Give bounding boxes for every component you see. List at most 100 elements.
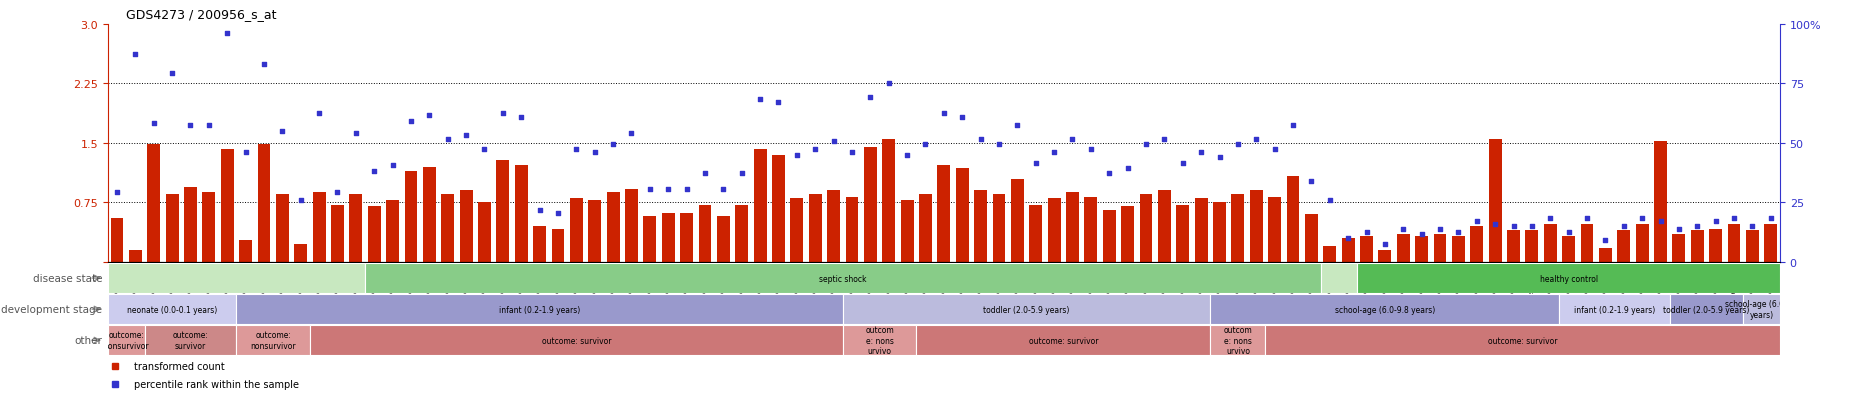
Bar xyxy=(1209,325,1265,355)
Text: healthy control: healthy control xyxy=(1539,274,1597,283)
Bar xyxy=(845,197,858,262)
Point xyxy=(1627,216,1656,222)
Text: toddler (2.0-5.9 years): toddler (2.0-5.9 years) xyxy=(982,305,1070,314)
Text: development stage: development stage xyxy=(2,304,102,314)
Bar xyxy=(843,294,1209,324)
Bar xyxy=(236,294,843,324)
Point xyxy=(1333,235,1363,242)
Bar xyxy=(1304,215,1317,262)
Point xyxy=(561,147,591,153)
Point xyxy=(1019,160,1049,166)
Point xyxy=(1608,223,1638,230)
Point xyxy=(1369,242,1398,248)
Bar xyxy=(808,195,821,262)
Point xyxy=(507,115,537,121)
Point xyxy=(524,207,553,214)
Point xyxy=(176,123,206,129)
Bar xyxy=(1415,236,1428,262)
Bar xyxy=(607,192,618,262)
Bar xyxy=(1231,195,1244,262)
Text: GDS4273 / 200956_s_at: GDS4273 / 200956_s_at xyxy=(126,8,277,21)
Point xyxy=(763,99,793,106)
Bar xyxy=(1285,177,1298,262)
Point xyxy=(1499,223,1528,230)
Point xyxy=(1003,123,1032,129)
Bar xyxy=(1357,263,1779,293)
Point xyxy=(1645,218,1675,224)
Point xyxy=(139,121,169,127)
Point xyxy=(891,152,921,159)
Bar xyxy=(312,192,325,262)
Point xyxy=(1057,136,1086,143)
Point xyxy=(1240,136,1270,143)
Bar xyxy=(864,147,877,262)
Point xyxy=(212,31,241,38)
Bar xyxy=(165,195,178,262)
Text: toddler (2.0-5.9 years): toddler (2.0-5.9 years) xyxy=(1662,305,1749,314)
Text: outcom
e: nons
urvivo: outcom e: nons urvivo xyxy=(865,325,893,355)
Point xyxy=(1222,142,1252,148)
Bar xyxy=(826,191,839,262)
Text: school-age (6.0-9.8 years): school-age (6.0-9.8 years) xyxy=(1333,305,1434,314)
Point xyxy=(230,150,260,157)
Point xyxy=(542,210,572,216)
Point xyxy=(1296,178,1326,185)
Bar xyxy=(1690,230,1703,262)
Bar xyxy=(661,213,674,262)
Point xyxy=(377,162,407,169)
Point xyxy=(305,110,334,117)
Bar xyxy=(789,199,802,262)
Text: school-age (6.0-9.8
years): school-age (6.0-9.8 years) xyxy=(1723,300,1798,319)
Bar xyxy=(552,229,565,262)
Point xyxy=(1461,218,1491,224)
Point xyxy=(451,132,481,139)
Bar xyxy=(386,201,399,262)
Point xyxy=(1443,229,1473,235)
Bar xyxy=(1634,224,1647,262)
Bar xyxy=(459,191,472,262)
Point xyxy=(1203,154,1233,161)
Point xyxy=(470,147,500,153)
Point xyxy=(102,189,132,196)
Point xyxy=(1515,223,1545,230)
Bar xyxy=(589,201,602,262)
Point xyxy=(579,150,609,157)
Bar xyxy=(349,195,362,262)
Bar xyxy=(1194,199,1207,262)
Point xyxy=(1590,237,1619,243)
Bar xyxy=(310,325,843,355)
Bar xyxy=(202,192,215,262)
Bar xyxy=(423,167,436,262)
Bar xyxy=(1209,294,1558,324)
Point xyxy=(1571,216,1601,222)
Point xyxy=(1350,229,1380,235)
Point xyxy=(286,197,316,204)
Bar xyxy=(477,203,490,262)
Bar xyxy=(973,191,986,262)
Text: infant (0.2-1.9 years): infant (0.2-1.9 years) xyxy=(500,305,579,314)
Bar xyxy=(1434,235,1445,262)
Bar xyxy=(1543,224,1556,262)
Bar xyxy=(184,187,197,262)
Point xyxy=(121,52,150,58)
Bar xyxy=(108,325,145,355)
Point xyxy=(928,110,958,117)
Point xyxy=(193,123,223,129)
Bar xyxy=(1010,179,1023,262)
Text: septic shock: septic shock xyxy=(819,274,865,283)
Point xyxy=(1112,166,1142,172)
Bar xyxy=(442,195,453,262)
Point xyxy=(1736,223,1766,230)
Bar xyxy=(128,250,141,262)
Text: disease state: disease state xyxy=(33,273,102,283)
Bar xyxy=(624,190,637,262)
Point xyxy=(708,186,737,193)
Point xyxy=(433,136,462,143)
Point xyxy=(1681,223,1710,230)
Bar xyxy=(1341,239,1354,262)
Point xyxy=(1552,229,1582,235)
Bar xyxy=(1084,197,1097,262)
Point xyxy=(396,118,425,125)
Bar xyxy=(514,166,527,262)
Bar xyxy=(954,169,967,262)
